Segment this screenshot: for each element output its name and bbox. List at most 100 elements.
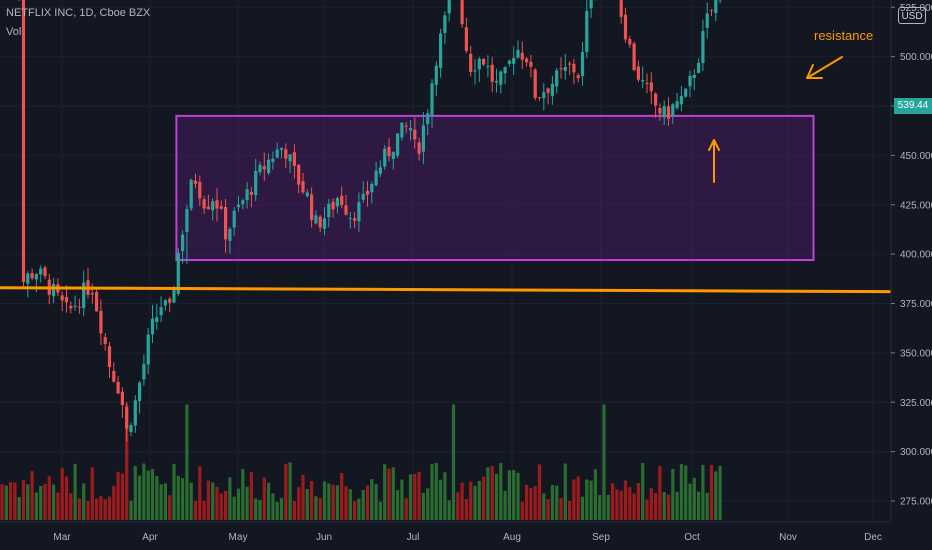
candle-body: [507, 60, 511, 64]
volume-bar: [4, 485, 8, 520]
volume-bar: [494, 473, 499, 520]
candle-body: [374, 170, 378, 186]
volume-bar: [310, 480, 314, 520]
candle-body: [679, 96, 683, 105]
volume-bar: [39, 485, 43, 520]
volume-bar: [417, 471, 421, 520]
candle-body: [125, 406, 129, 429]
volume-bar: [654, 493, 658, 520]
candle-body: [103, 337, 107, 345]
volume-bar: [120, 473, 124, 520]
volume-bar: [95, 498, 99, 520]
volume-bar: [17, 497, 21, 520]
volume-bar: [641, 463, 645, 520]
volume-bar: [129, 500, 133, 520]
candle-body: [327, 203, 331, 218]
candle-body: [413, 129, 417, 140]
volume-bar: [26, 484, 30, 520]
volume-bar: [181, 478, 185, 520]
volume-bar: [301, 474, 305, 520]
candle-body: [245, 189, 249, 201]
volume-bar: [241, 469, 245, 520]
volume-bar: [176, 475, 180, 520]
candle-body: [340, 195, 344, 206]
volume-bar: [34, 492, 38, 520]
candle-body: [39, 268, 43, 275]
candle-body: [34, 274, 38, 280]
volume-bar: [155, 476, 159, 520]
volume-bar: [60, 467, 64, 520]
volume-bar: [232, 496, 236, 520]
volume-bar: [353, 501, 357, 520]
candle-body: [271, 158, 275, 162]
volume-bar: [163, 483, 167, 520]
volume-bar: [512, 470, 516, 520]
candle-body: [555, 70, 559, 87]
candle-body: [267, 159, 271, 173]
volume-bar: [138, 475, 142, 520]
volume-bar: [623, 480, 628, 520]
candle-body: [168, 298, 172, 303]
candle-body: [353, 218, 357, 221]
volume-bar: [125, 404, 129, 520]
volume-bar: [56, 492, 60, 520]
candle-body: [666, 106, 671, 119]
candle-body: [305, 192, 309, 197]
volume-bar: [374, 484, 378, 520]
volume-bar: [632, 493, 636, 520]
volume-bar: [529, 488, 533, 520]
volume-bar: [112, 485, 116, 520]
volume-bar: [602, 404, 606, 520]
resistance-arrow: [806, 56, 843, 79]
candle-body: [559, 68, 563, 70]
volume-bar: [585, 479, 589, 520]
candle-body: [82, 282, 86, 308]
volume-bar: [314, 496, 318, 520]
volume-bar: [666, 494, 671, 520]
volume-bar: [206, 480, 210, 520]
candle-body: [249, 192, 253, 195]
candle-body: [232, 210, 236, 228]
volume-bar: [649, 488, 653, 520]
candle-body: [64, 297, 69, 303]
volume-bar: [486, 467, 490, 520]
volume-bar: [572, 479, 576, 520]
volume-bar: [335, 485, 339, 520]
candle-body: [99, 310, 103, 334]
candle-body: [580, 52, 585, 77]
currency-button[interactable]: USD: [898, 7, 926, 24]
y-tick-label: 450.000: [900, 151, 932, 162]
resistance-label: resistance: [814, 28, 874, 43]
volume-bar: [284, 463, 288, 520]
volume-bar: [236, 488, 241, 520]
volume-bar: [490, 465, 494, 520]
candle-body: [206, 206, 210, 210]
x-axis[interactable]: Mar Apr May Jun Jul Aug Sep Oct Nov Dec: [53, 532, 882, 543]
volume-bar: [520, 501, 524, 520]
volume-bar: [262, 477, 266, 520]
volume-bar: [189, 482, 193, 520]
x-tick-label: Oct: [684, 532, 700, 543]
volume-bar: [215, 486, 219, 520]
volume-bar: [107, 496, 112, 520]
volume-bar: [21, 480, 26, 520]
volume-bar: [396, 490, 400, 520]
y-tick-label: 525.000: [900, 3, 932, 14]
x-tick-label: Apr: [142, 532, 158, 543]
y-tick-label: 375.000: [900, 299, 932, 310]
annotation-arrows: [708, 56, 843, 183]
candle-body: [129, 425, 133, 432]
candle-body: [589, 0, 593, 9]
volume-bar: [443, 472, 447, 520]
volume-bar: [86, 500, 90, 520]
x-tick-label: Jul: [407, 532, 420, 543]
x-tick-label: Nov: [779, 532, 797, 543]
candle-body: [258, 164, 262, 173]
volume-bar: [340, 473, 344, 520]
volume-bars: [0, 404, 722, 520]
volume-bar: [103, 499, 107, 520]
candle-body: [490, 64, 494, 82]
level-lines: [0, 286, 892, 294]
volume-bar: [499, 463, 503, 520]
